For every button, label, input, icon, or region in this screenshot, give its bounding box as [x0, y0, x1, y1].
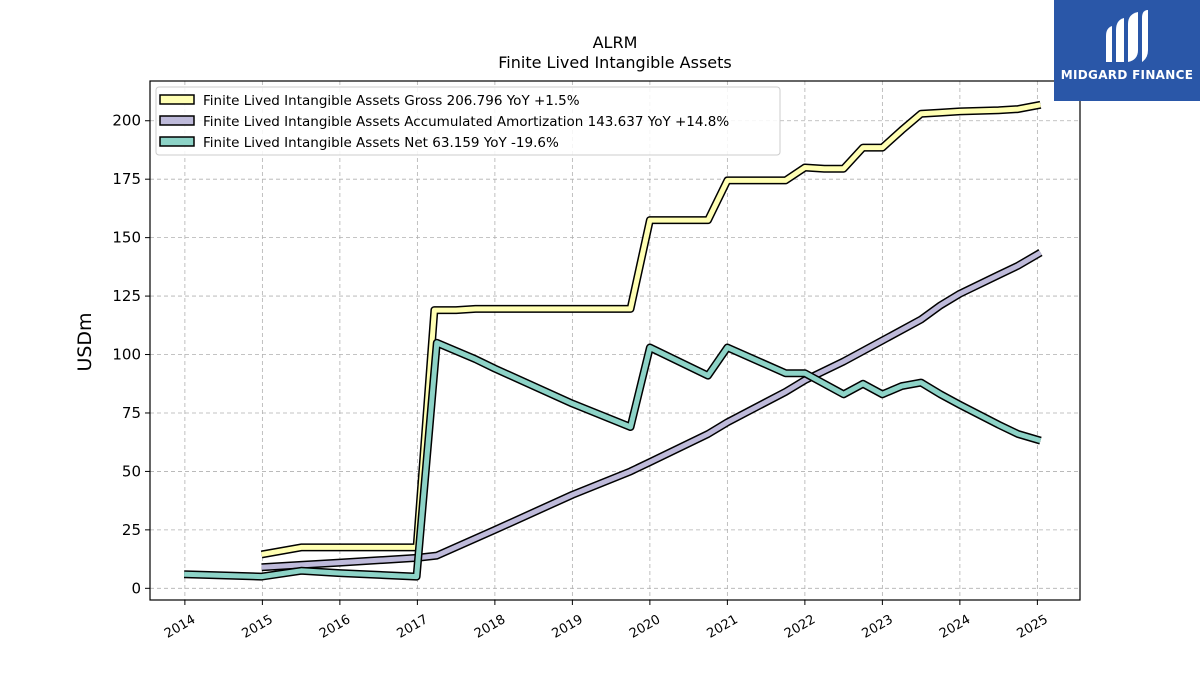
x-tick-label: 2025	[1015, 612, 1051, 642]
x-tick-label: 2022	[782, 612, 818, 642]
series-2	[183, 338, 1042, 581]
legend-swatch	[159, 115, 195, 126]
series-0	[260, 100, 1042, 559]
grid	[150, 81, 1080, 600]
chart-title: ALRM	[593, 33, 638, 52]
y-tick-label: 75	[122, 404, 141, 422]
midgard-m-logo-icon	[1106, 10, 1148, 62]
legend-label: Finite Lived Intangible Assets Accumulat…	[203, 114, 729, 130]
y-axis-label: USDm	[74, 312, 96, 371]
x-tick-label: 2020	[627, 612, 663, 642]
y-tick-label: 0	[131, 579, 141, 597]
y-tick-label: 50	[122, 462, 141, 480]
series-line-outline	[260, 100, 1042, 559]
legend-box	[155, 86, 781, 156]
x-tick-label: 2016	[317, 612, 353, 642]
midgard-finance-logo: MIDGARD FINANCE	[1054, 0, 1200, 101]
chart-subtitle: Finite Lived Intangible Assets	[498, 53, 731, 72]
x-tick-label: 2014	[162, 612, 198, 642]
series-line	[261, 102, 1041, 557]
logo-text: MIDGARD FINANCE	[1060, 68, 1194, 82]
x-axis-ticks: 2014 2015 2016 2017 2018 2019 2020 2021 2022 2023…	[162, 600, 1051, 642]
y-tick-label: 100	[112, 346, 141, 364]
x-tick-label: 2017	[395, 612, 431, 642]
legend-label: Finite Lived Intangible Assets Net 63.15…	[203, 135, 559, 151]
plot-frame	[149, 80, 1081, 601]
legend-swatch	[159, 94, 195, 105]
y-axis-ticks: 0 25 50 75 100 125 150 175 200	[112, 112, 150, 597]
x-tick-label: 2024	[937, 612, 973, 642]
series-line-outline	[183, 338, 1042, 581]
series-lines	[183, 100, 1043, 581]
series-1	[261, 249, 1043, 572]
y-tick-label: 25	[122, 521, 141, 539]
x-tick-label: 2023	[860, 612, 896, 642]
x-tick-label: 2015	[240, 612, 276, 642]
y-tick-label: 175	[112, 170, 141, 188]
legend-swatch	[159, 136, 195, 147]
y-tick-label: 150	[112, 229, 141, 247]
x-tick-label: 2018	[472, 612, 508, 642]
legend-label: Finite Lived Intangible Assets Gross 206…	[203, 93, 580, 109]
series-line	[261, 250, 1042, 570]
legend: Finite Lived Intangible Assets Gross 206…	[155, 86, 781, 156]
series-line-outline	[261, 249, 1043, 572]
y-tick-label: 125	[112, 287, 141, 305]
x-tick-label: 2021	[705, 612, 741, 642]
y-tick-label: 200	[112, 112, 141, 130]
series-line	[184, 340, 1042, 580]
x-tick-label: 2019	[550, 612, 586, 642]
